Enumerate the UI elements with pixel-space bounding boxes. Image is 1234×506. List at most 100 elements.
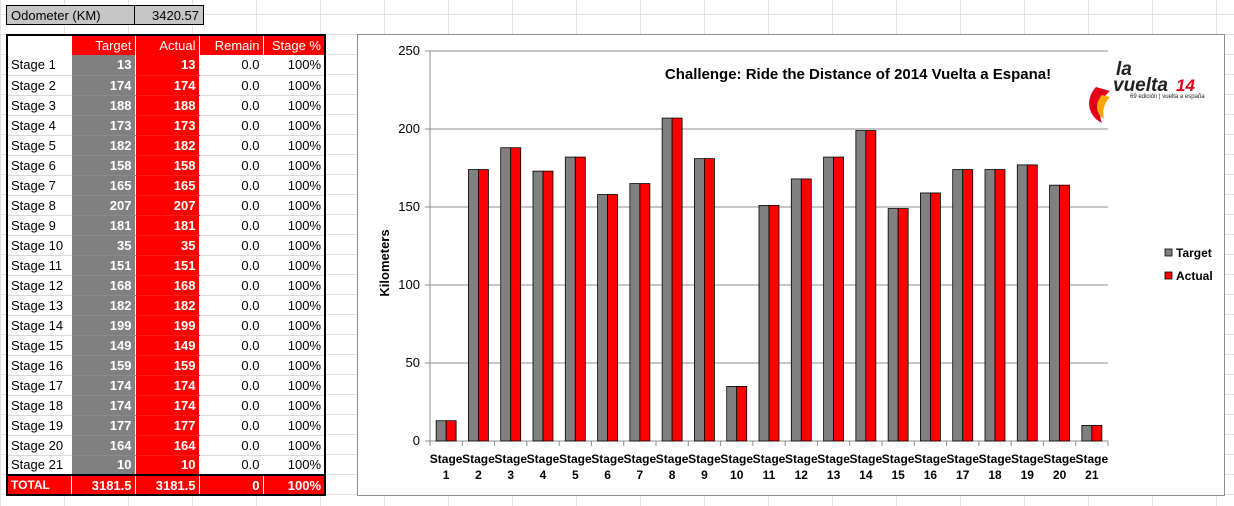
remain-cell[interactable]: 0.0	[199, 175, 264, 196]
target-cell[interactable]: 159	[71, 355, 136, 376]
actual-cell[interactable]: 177	[135, 415, 200, 436]
actual-cell[interactable]: 182	[135, 135, 200, 156]
stage-name-cell[interactable]: Stage 12	[7, 275, 72, 296]
odometer-value-cell[interactable]: 3420.57	[134, 5, 204, 25]
odometer-label-cell[interactable]: Odometer (KM)	[6, 5, 134, 25]
target-cell[interactable]: 168	[71, 275, 136, 296]
remain-cell[interactable]: 0.0	[199, 155, 264, 176]
header-actual[interactable]: Actual	[135, 35, 200, 55]
target-cell[interactable]: 173	[71, 115, 136, 136]
total-pct-cell[interactable]: 100%	[263, 474, 326, 495]
target-cell[interactable]: 188	[71, 95, 136, 116]
stage-name-cell[interactable]: Stage 19	[7, 415, 72, 436]
stage-name-cell[interactable]: Stage 14	[7, 315, 72, 336]
target-cell[interactable]: 174	[71, 395, 136, 416]
target-cell[interactable]: 181	[71, 215, 136, 236]
stage-pct-cell[interactable]: 100%	[263, 255, 326, 276]
stage-name-cell[interactable]: Stage 11	[7, 255, 72, 276]
actual-cell[interactable]: 207	[135, 195, 200, 216]
target-cell[interactable]: 149	[71, 335, 136, 356]
stage-pct-cell[interactable]: 100%	[263, 135, 326, 156]
stage-name-cell[interactable]: Stage 3	[7, 95, 72, 116]
remain-cell[interactable]: 0.0	[199, 455, 264, 476]
target-cell[interactable]: 174	[71, 375, 136, 396]
stage-name-cell[interactable]: Stage 4	[7, 115, 72, 136]
stage-pct-cell[interactable]: 100%	[263, 95, 326, 116]
target-cell[interactable]: 207	[71, 195, 136, 216]
target-cell[interactable]: 151	[71, 255, 136, 276]
stage-name-cell[interactable]: Stage 20	[7, 435, 72, 456]
total-label-cell[interactable]: TOTAL	[7, 474, 72, 495]
remain-cell[interactable]: 0.0	[199, 255, 264, 276]
stage-pct-cell[interactable]: 100%	[263, 335, 326, 356]
stage-name-cell[interactable]: Stage 16	[7, 355, 72, 376]
stage-name-cell[interactable]: Stage 13	[7, 295, 72, 316]
stage-pct-cell[interactable]: 100%	[263, 315, 326, 336]
stage-name-cell[interactable]: Stage 10	[7, 235, 72, 256]
remain-cell[interactable]: 0.0	[199, 295, 264, 316]
actual-cell[interactable]: 165	[135, 175, 200, 196]
header-corner-cell[interactable]	[7, 35, 72, 55]
target-cell[interactable]: 177	[71, 415, 136, 436]
stage-name-cell[interactable]: Stage 5	[7, 135, 72, 156]
remain-cell[interactable]: 0.0	[199, 355, 264, 376]
stage-name-cell[interactable]: Stage 21	[7, 455, 72, 476]
remain-cell[interactable]: 0.0	[199, 315, 264, 336]
actual-cell[interactable]: 199	[135, 315, 200, 336]
target-cell[interactable]: 182	[71, 135, 136, 156]
target-cell[interactable]: 174	[71, 75, 136, 96]
stage-name-cell[interactable]: Stage 15	[7, 335, 72, 356]
target-cell[interactable]: 158	[71, 155, 136, 176]
stage-pct-cell[interactable]: 100%	[263, 435, 326, 456]
target-cell[interactable]: 165	[71, 175, 136, 196]
total-actual-cell[interactable]: 3181.5	[135, 474, 200, 495]
remain-cell[interactable]: 0.0	[199, 435, 264, 456]
stage-pct-cell[interactable]: 100%	[263, 235, 326, 256]
actual-cell[interactable]: 151	[135, 255, 200, 276]
target-cell[interactable]: 199	[71, 315, 136, 336]
actual-cell[interactable]: 164	[135, 435, 200, 456]
stage-pct-cell[interactable]: 100%	[263, 55, 326, 76]
stage-pct-cell[interactable]: 100%	[263, 195, 326, 216]
actual-cell[interactable]: 158	[135, 155, 200, 176]
stage-pct-cell[interactable]: 100%	[263, 115, 326, 136]
header-target[interactable]: Target	[71, 35, 136, 55]
remain-cell[interactable]: 0.0	[199, 75, 264, 96]
actual-cell[interactable]: 13	[135, 55, 200, 76]
actual-cell[interactable]: 159	[135, 355, 200, 376]
header-stage-pct[interactable]: Stage %	[263, 35, 326, 55]
remain-cell[interactable]: 0.0	[199, 195, 264, 216]
actual-cell[interactable]: 174	[135, 75, 200, 96]
stage-name-cell[interactable]: Stage 17	[7, 375, 72, 396]
total-target-cell[interactable]: 3181.5	[71, 474, 136, 495]
chart-area[interactable]: 0 50 100 150 200 250 Stage 1 Stage 2 Stage 3 Stage 4…	[357, 34, 1225, 496]
remain-cell[interactable]: 0.0	[199, 375, 264, 396]
stage-pct-cell[interactable]: 100%	[263, 215, 326, 236]
stage-pct-cell[interactable]: 100%	[263, 155, 326, 176]
actual-cell[interactable]: 174	[135, 375, 200, 396]
stage-name-cell[interactable]: Stage 7	[7, 175, 72, 196]
header-remain[interactable]: Remain	[199, 35, 264, 55]
stage-name-cell[interactable]: Stage 6	[7, 155, 72, 176]
actual-cell[interactable]: 35	[135, 235, 200, 256]
stage-pct-cell[interactable]: 100%	[263, 415, 326, 436]
stage-pct-cell[interactable]: 100%	[263, 175, 326, 196]
actual-cell[interactable]: 10	[135, 455, 200, 476]
remain-cell[interactable]: 0.0	[199, 395, 264, 416]
stage-name-cell[interactable]: Stage 9	[7, 215, 72, 236]
total-remain-cell[interactable]: 0	[199, 474, 264, 495]
target-cell[interactable]: 35	[71, 235, 136, 256]
stage-pct-cell[interactable]: 100%	[263, 375, 326, 396]
stage-pct-cell[interactable]: 100%	[263, 455, 326, 476]
stage-name-cell[interactable]: Stage 1	[7, 55, 72, 76]
stage-name-cell[interactable]: Stage 2	[7, 75, 72, 96]
remain-cell[interactable]: 0.0	[199, 95, 264, 116]
actual-cell[interactable]: 173	[135, 115, 200, 136]
actual-cell[interactable]: 149	[135, 335, 200, 356]
stage-pct-cell[interactable]: 100%	[263, 395, 326, 416]
actual-cell[interactable]: 181	[135, 215, 200, 236]
stage-pct-cell[interactable]: 100%	[263, 75, 326, 96]
stage-name-cell[interactable]: Stage 18	[7, 395, 72, 416]
stage-pct-cell[interactable]: 100%	[263, 355, 326, 376]
actual-cell[interactable]: 174	[135, 395, 200, 416]
